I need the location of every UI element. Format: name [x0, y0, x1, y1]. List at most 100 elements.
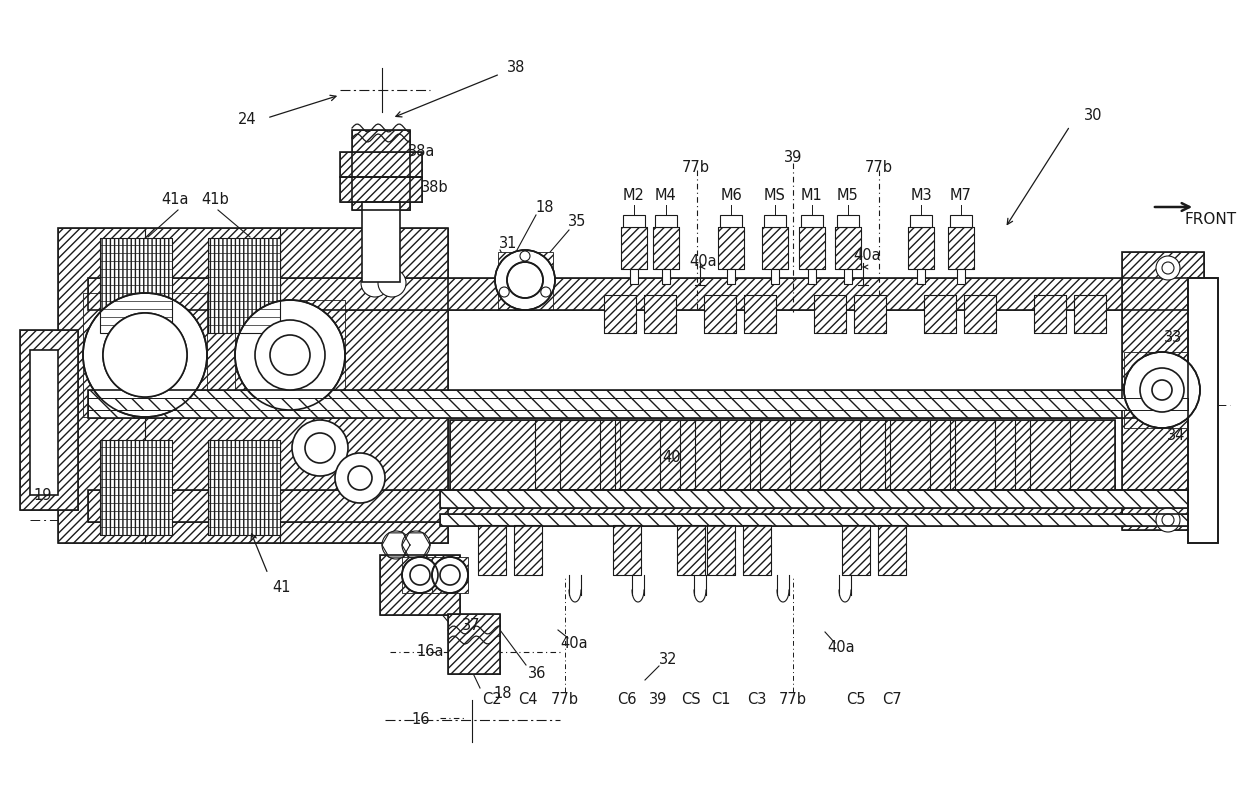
Text: 36: 36	[528, 666, 546, 680]
Circle shape	[255, 320, 325, 390]
Bar	[720, 215, 742, 227]
Bar	[362, 202, 401, 282]
Bar	[1188, 278, 1218, 543]
Bar	[655, 215, 677, 227]
Bar	[1188, 278, 1218, 543]
Bar	[908, 227, 934, 269]
Text: 16: 16	[412, 713, 430, 727]
Bar	[837, 215, 859, 227]
Bar	[763, 227, 787, 269]
Bar	[813, 295, 846, 333]
Bar	[707, 525, 735, 575]
Bar	[620, 420, 660, 490]
Circle shape	[402, 557, 438, 593]
Bar	[799, 227, 825, 269]
Bar	[771, 269, 779, 284]
Bar	[208, 238, 280, 333]
Text: CS: CS	[681, 693, 701, 707]
Text: 16a: 16a	[417, 643, 444, 659]
Text: M7: M7	[950, 189, 972, 203]
Bar	[750, 420, 790, 490]
Bar	[620, 420, 660, 490]
Text: 39: 39	[784, 151, 802, 165]
Bar	[100, 440, 172, 535]
Bar	[718, 227, 744, 269]
Bar	[949, 227, 973, 269]
Bar	[878, 525, 906, 575]
Circle shape	[1162, 262, 1174, 274]
Bar	[644, 295, 676, 333]
Bar	[208, 440, 280, 535]
Bar	[743, 525, 771, 575]
Circle shape	[103, 313, 187, 397]
Bar	[854, 295, 887, 333]
Bar	[835, 227, 861, 269]
Text: 77b: 77b	[866, 160, 893, 174]
Text: 41: 41	[273, 581, 291, 595]
Bar	[100, 440, 172, 535]
Bar	[910, 215, 932, 227]
Text: C2: C2	[482, 693, 502, 707]
Bar	[718, 227, 744, 269]
Bar	[477, 525, 506, 575]
Bar	[622, 215, 645, 227]
Circle shape	[236, 300, 345, 410]
Circle shape	[1152, 380, 1172, 400]
Bar	[677, 525, 706, 575]
Text: 30: 30	[1084, 109, 1102, 123]
Circle shape	[1156, 508, 1180, 532]
Bar	[498, 252, 553, 310]
Bar	[100, 238, 172, 333]
Circle shape	[1123, 352, 1200, 428]
Bar	[621, 227, 647, 269]
Circle shape	[382, 531, 410, 559]
Bar	[744, 295, 776, 333]
Bar	[340, 152, 422, 177]
Circle shape	[541, 287, 551, 297]
Text: C7: C7	[882, 693, 901, 707]
Bar	[924, 295, 956, 333]
Bar	[236, 300, 345, 410]
Bar	[763, 227, 787, 269]
Bar	[1030, 420, 1070, 490]
Bar	[30, 350, 58, 495]
Circle shape	[378, 269, 405, 297]
Text: 18: 18	[536, 199, 554, 215]
Text: 31: 31	[498, 236, 517, 250]
Text: MS: MS	[764, 189, 786, 203]
Text: C6: C6	[618, 693, 637, 707]
Circle shape	[402, 531, 430, 559]
Bar	[955, 420, 994, 490]
Text: C5: C5	[846, 693, 866, 707]
Bar	[677, 525, 706, 575]
Bar	[477, 525, 506, 575]
Bar	[820, 420, 861, 490]
Circle shape	[348, 466, 372, 490]
Bar	[1122, 252, 1204, 530]
Circle shape	[305, 433, 335, 463]
Text: 39: 39	[649, 693, 667, 707]
Circle shape	[440, 565, 460, 585]
Text: M3: M3	[910, 189, 931, 203]
Text: 40: 40	[662, 450, 681, 466]
Bar	[402, 557, 438, 593]
Bar	[208, 440, 280, 535]
Circle shape	[103, 313, 187, 397]
Bar	[842, 525, 870, 575]
Bar	[88, 278, 1188, 310]
Circle shape	[1162, 514, 1174, 526]
Bar	[835, 227, 861, 269]
Bar	[560, 420, 600, 490]
Text: 34: 34	[1167, 428, 1185, 444]
Bar	[908, 227, 934, 269]
Text: 19: 19	[33, 488, 52, 502]
Bar	[1190, 280, 1216, 540]
Bar	[88, 490, 1188, 522]
Bar	[744, 295, 776, 333]
Bar	[604, 295, 636, 333]
Text: C4: C4	[518, 693, 538, 707]
Circle shape	[361, 269, 389, 297]
Bar	[644, 295, 676, 333]
Bar	[621, 227, 647, 269]
Bar	[604, 295, 636, 333]
